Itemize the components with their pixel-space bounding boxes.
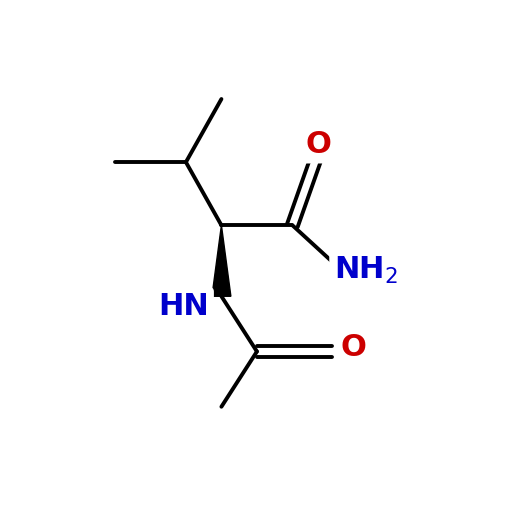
Polygon shape <box>212 225 231 296</box>
Text: HN: HN <box>159 292 209 321</box>
Text: O: O <box>341 333 366 362</box>
Text: O: O <box>305 130 331 159</box>
Text: NH$_2$: NH$_2$ <box>334 255 398 286</box>
